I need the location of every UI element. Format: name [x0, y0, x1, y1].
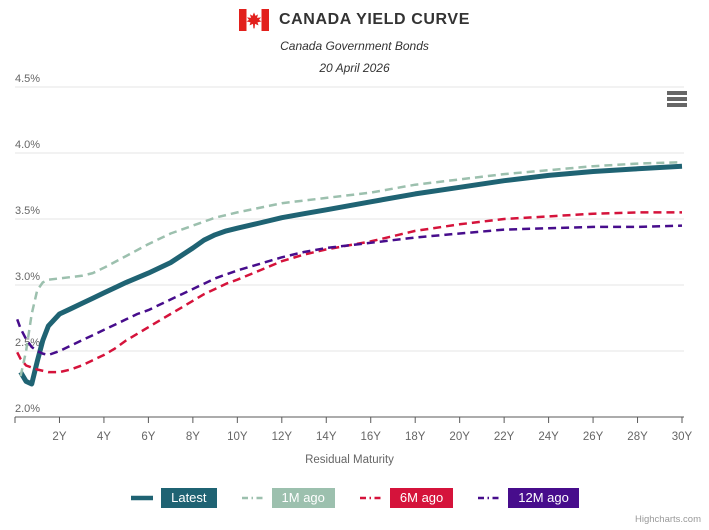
x-axis-label: 22Y	[494, 431, 515, 443]
legend-line-1m-ago	[241, 496, 264, 500]
highcharts-credit[interactable]: Highcharts.com	[635, 514, 701, 525]
chart-header: CANADA YIELD CURVE	[0, 9, 709, 31]
legend-item-12m-ago[interactable]: 12M ago	[477, 488, 579, 508]
x-axis-label: 6Y	[141, 431, 155, 443]
legend-line-latest	[131, 495, 154, 501]
legend-line-12m-ago	[478, 496, 501, 500]
legend-item-6m-ago[interactable]: 6M ago	[359, 488, 454, 508]
x-axis-label: 24Y	[538, 431, 559, 443]
y-axis-label: 4.0%	[15, 139, 40, 151]
x-axis-label: 20Y	[449, 431, 470, 443]
legend-item-1m-ago[interactable]: 1M ago	[241, 488, 335, 508]
x-axis-label: 30Y	[672, 431, 693, 443]
x-axis-label: 14Y	[316, 431, 337, 443]
series-line-12m-ago[interactable]	[16, 224, 683, 357]
y-axis-label: 3.5%	[15, 205, 40, 217]
menu-bar	[667, 97, 687, 101]
canada-flag-icon	[239, 9, 269, 31]
x-axis-label: 18Y	[405, 431, 426, 443]
x-axis-label: 10Y	[227, 431, 248, 443]
x-axis-title: Residual Maturity	[305, 454, 394, 466]
x-axis-label: 2Y	[52, 431, 66, 443]
legend-item-latest[interactable]: Latest	[130, 488, 217, 508]
legend-label-12m-ago: 12M ago	[508, 488, 579, 508]
chart-subtitle: Canada Government Bonds	[280, 39, 429, 53]
chart-title: CANADA YIELD CURVE	[279, 11, 470, 28]
series-line-1m-ago[interactable]	[19, 160, 683, 377]
x-axis-label: 26Y	[583, 431, 604, 443]
y-axis-label: 2.0%	[15, 403, 40, 415]
x-axis-label: 16Y	[360, 431, 381, 443]
x-axis-label: 4Y	[97, 431, 111, 443]
menu-bar	[667, 91, 687, 95]
y-axis-label: 3.0%	[15, 271, 40, 283]
chart-date: 20 April 2026	[319, 61, 390, 75]
hamburger-menu-icon[interactable]	[667, 91, 687, 109]
legend-line-6m-ago	[359, 496, 382, 500]
y-axis-label: 4.5%	[15, 73, 40, 85]
legend: Latest 1M ago 6M ago 12M ago	[0, 488, 709, 508]
legend-label-6m-ago: 6M ago	[389, 488, 454, 508]
legend-label-latest: Latest	[161, 488, 217, 508]
series-line-6m-ago[interactable]	[16, 211, 682, 374]
legend-label-1m-ago: 1M ago	[271, 488, 335, 508]
x-axis-label: 12Y	[272, 431, 293, 443]
series-line-latest[interactable]	[18, 163, 683, 387]
x-axis-label: 8Y	[186, 431, 200, 443]
x-axis-label: 28Y	[627, 431, 648, 443]
menu-bar	[667, 103, 687, 107]
